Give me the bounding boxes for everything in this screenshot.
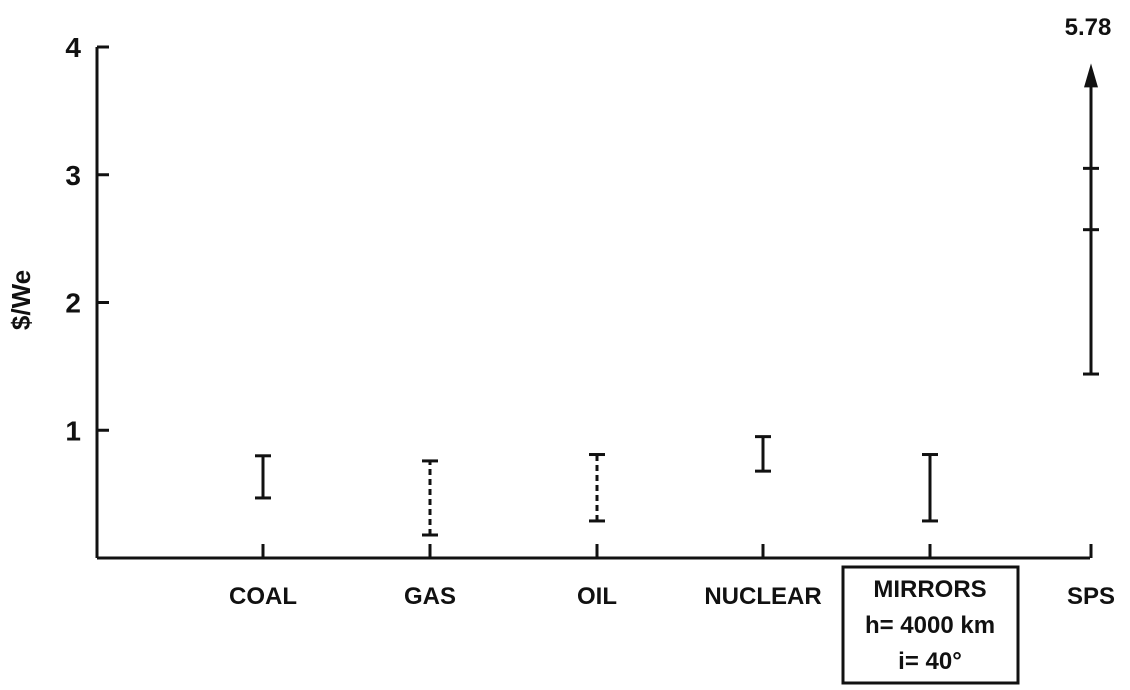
y-tick-label: 4 — [65, 32, 81, 63]
y-tick-label: 2 — [65, 288, 81, 319]
y-ticks: 1 2 3 4 — [65, 32, 109, 446]
sps-top-value: 5.78 — [1065, 14, 1112, 41]
range-bar-sps — [1083, 63, 1099, 376]
y-tick-label: 1 — [65, 415, 81, 446]
mirrors-box-line-3: i= 40° — [898, 648, 962, 675]
category-label: COAL — [229, 583, 297, 610]
mirrors-box-line-1: MIRRORS — [873, 576, 986, 603]
arrow-up-icon — [1084, 63, 1098, 88]
mirrors-box-line-2: h= 4000 km — [865, 612, 995, 639]
category-label: NUCLEAR — [704, 583, 821, 610]
category-label: SPS — [1067, 583, 1115, 610]
mirrors-box: MIRRORS h= 4000 km i= 40° — [841, 565, 1020, 685]
range-bar-coal — [255, 454, 271, 500]
range-bar-oil — [589, 453, 605, 523]
category-label: GAS — [404, 583, 456, 610]
category-labels: COAL GAS OIL NUCLEAR SPS — [229, 583, 1115, 610]
y-tick-label: 3 — [65, 160, 81, 191]
mirrors-box-frame — [841, 565, 1020, 685]
range-bars — [255, 63, 1099, 537]
y-axis-title: $/We — [6, 270, 36, 330]
range-bar-mirrors — [922, 453, 938, 523]
category-label: OIL — [577, 583, 617, 610]
range-bar-nuclear — [755, 435, 771, 473]
axes — [95, 47, 1093, 560]
range-bar-gas — [422, 459, 438, 537]
